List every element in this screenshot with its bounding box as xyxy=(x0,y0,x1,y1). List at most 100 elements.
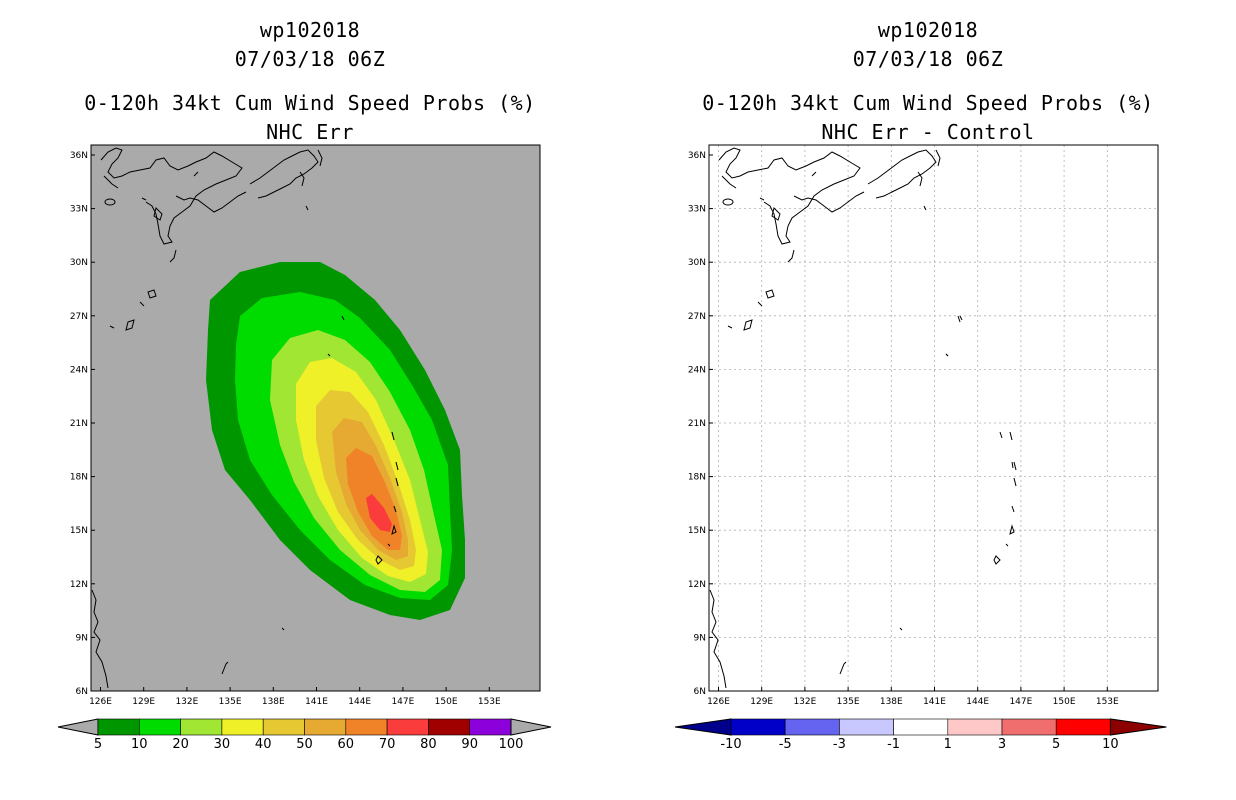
lon-tick-label: 150E xyxy=(1053,697,1076,707)
lat-tick-label: 12N xyxy=(688,580,706,590)
right-title-line4: NHC Err - Control xyxy=(821,120,1035,144)
lon-tick-label: 144E xyxy=(966,697,989,707)
colorbar-high-arrow xyxy=(510,718,552,736)
probability-contours xyxy=(91,147,465,689)
lat-tick-label: 33N xyxy=(70,205,88,215)
colorbar-label: 50 xyxy=(296,737,313,752)
colorbar-swatch xyxy=(947,718,1003,736)
right-title-line2: 07/03/18 06Z xyxy=(852,47,1004,71)
colorbar-label: -10 xyxy=(720,737,741,752)
lat-tick-label: 36N xyxy=(688,151,706,161)
lat-tick-label: 12N xyxy=(70,580,88,590)
left-title-line1: wp102018 xyxy=(259,18,361,42)
colorbar-swatch xyxy=(262,718,305,736)
colorbar-label: -5 xyxy=(779,737,792,752)
lat-tick-label: 9N xyxy=(76,633,88,643)
lon-tick-label: 135E xyxy=(219,697,242,707)
colorbar-label: 3 xyxy=(998,737,1006,752)
right-colorbar: -10 -5 -3 -1 1 3 5 10 xyxy=(674,718,1167,752)
lat-tick-label: 21N xyxy=(70,419,88,429)
colorbar-swatch xyxy=(1001,718,1057,736)
colorbar-swatch xyxy=(180,718,223,736)
colorbar-swatch xyxy=(839,718,894,736)
lon-tick-label: 153E xyxy=(1096,697,1119,707)
colorbar-swatch xyxy=(730,718,786,736)
colorbar-swatch xyxy=(345,718,388,736)
colorbar-swatch xyxy=(304,718,347,736)
lon-tick-label: 141E xyxy=(305,697,328,707)
lon-tick-label: 138E xyxy=(262,697,285,707)
left-axis-ticks: 126E 129E 132E 135E 138E 141E 144E 147E 150E 153E… xyxy=(70,151,501,707)
left-title-line3: 0-120h 34kt Cum Wind Speed Probs (%) xyxy=(84,91,536,115)
colorbar-label: 5 xyxy=(1052,737,1060,752)
colorbar-label: 90 xyxy=(461,737,478,752)
right-axis-ticks: 126E 129E 132E 135E 138E 141E 144E 147E 150E 153E… xyxy=(688,151,1119,707)
lon-tick-label: 138E xyxy=(880,697,903,707)
colorbar-label: 70 xyxy=(379,737,396,752)
left-title-line4: NHC Err xyxy=(266,120,354,144)
colorbar-swatch xyxy=(893,718,949,736)
lon-tick-label: 147E xyxy=(391,697,414,707)
colorbar-label: -1 xyxy=(887,737,900,752)
lat-tick-label: 27N xyxy=(688,312,706,322)
left-colorbar: 5 10 20 30 40 50 60 70 80 90 100 xyxy=(57,718,552,752)
colorbar-label: 80 xyxy=(420,737,437,752)
colorbar-swatch xyxy=(386,718,429,736)
lon-tick-label: 132E xyxy=(175,697,198,707)
lon-tick-label: 150E xyxy=(435,697,458,707)
lon-tick-label: 132E xyxy=(793,697,816,707)
lat-tick-label: 6N xyxy=(694,687,706,697)
colorbar-swatch xyxy=(1055,718,1111,736)
lon-tick-label: 147E xyxy=(1009,697,1032,707)
lon-tick-label: 129E xyxy=(132,697,155,707)
right-map: 126E 129E 132E 135E 138E 141E 144E 147E 150E 153E… xyxy=(688,144,1159,707)
lat-tick-label: 15N xyxy=(70,526,88,536)
lat-tick-label: 15N xyxy=(688,526,706,536)
lat-tick-label: 36N xyxy=(70,151,88,161)
colorbar-label: 40 xyxy=(255,737,272,752)
colorbar-swatch xyxy=(221,718,264,736)
lon-tick-label: 126E xyxy=(707,697,730,707)
lat-tick-label: 9N xyxy=(694,633,706,643)
colorbar-label: 100 xyxy=(499,737,524,752)
right-grid-lines xyxy=(709,145,1158,691)
colorbar-swatch xyxy=(469,718,512,736)
colorbar-label: 30 xyxy=(214,737,231,752)
colorbar-low-arrow xyxy=(57,718,99,736)
lat-tick-label: 21N xyxy=(688,419,706,429)
colorbar-label: 1 xyxy=(944,737,952,752)
lat-tick-label: 30N xyxy=(688,258,706,268)
lat-tick-label: 30N xyxy=(70,258,88,268)
lon-tick-label: 126E xyxy=(89,697,112,707)
lon-tick-label: 135E xyxy=(837,697,860,707)
lon-tick-label: 141E xyxy=(923,697,946,707)
colorbar-label: 10 xyxy=(131,737,148,752)
colorbar-label: 60 xyxy=(338,737,355,752)
colorbar-high-arrow xyxy=(1109,718,1167,736)
colorbar-swatch xyxy=(139,718,181,736)
colorbar-swatch xyxy=(97,718,140,736)
colorbar-label: 10 xyxy=(1102,737,1119,752)
lat-tick-label: 27N xyxy=(70,312,88,322)
lat-tick-label: 6N xyxy=(76,687,88,697)
right-title-line1: wp102018 xyxy=(877,18,979,42)
lat-tick-label: 18N xyxy=(688,473,706,483)
lat-tick-label: 24N xyxy=(688,365,706,375)
lat-tick-label: 18N xyxy=(70,473,88,483)
lat-tick-label: 24N xyxy=(70,365,88,375)
left-title-line2: 07/03/18 06Z xyxy=(234,47,386,71)
right-title-line3: 0-120h 34kt Cum Wind Speed Probs (%) xyxy=(702,91,1154,115)
contour-70 xyxy=(366,494,392,532)
lon-tick-label: 153E xyxy=(478,697,501,707)
lon-tick-label: 144E xyxy=(348,697,371,707)
colorbar-label: 20 xyxy=(172,737,189,752)
colorbar-swatch xyxy=(784,718,840,736)
colorbar-low-arrow xyxy=(674,718,732,736)
left-map: 126E 129E 132E 135E 138E 141E 144E 147E 150E 153E… xyxy=(70,144,541,707)
colorbar-label: -3 xyxy=(833,737,846,752)
colorbar-swatch xyxy=(428,718,470,736)
lon-tick-label: 129E xyxy=(750,697,773,707)
lat-tick-label: 33N xyxy=(688,205,706,215)
colorbar-label: 5 xyxy=(94,737,102,752)
